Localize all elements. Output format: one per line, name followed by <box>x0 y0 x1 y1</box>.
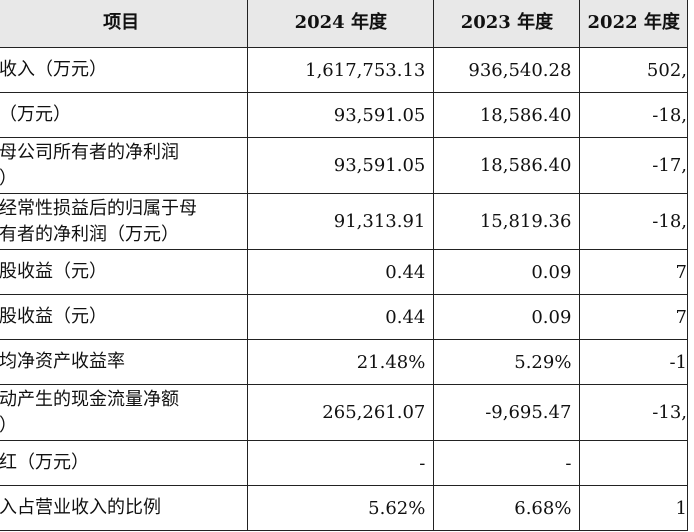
cell-2022: -17, <box>579 137 688 194</box>
table-row: 股收益（元） 0.44 0.09 7 <box>0 294 688 340</box>
table-row: 均净资产收益率 21.48% 5.29% -1 <box>0 339 688 385</box>
row-label: 红（万元） <box>0 440 249 486</box>
table-row: 动产生的现金流量净额） 265,261.07 -9,695.47 -13, <box>0 384 688 441</box>
cell-2024: 21.48% <box>247 339 435 385</box>
header-item: 项目 <box>0 0 249 48</box>
cell-2022: -13, <box>579 384 688 441</box>
cell-2023: 0.09 <box>433 294 581 340</box>
cell-2023: 18,586.40 <box>433 92 581 138</box>
cell-2022: 1 <box>579 485 688 531</box>
cell-2023: 5.29% <box>433 339 581 385</box>
cell-2024: 5.62% <box>247 485 435 531</box>
row-label: 经常性损益后的归属于母 有者的净利润（万元） <box>0 193 249 250</box>
row-label: 入占营业收入的比例 <box>0 485 249 531</box>
row-label: （万元） <box>0 92 249 138</box>
cell-2023: 6.68% <box>433 485 581 531</box>
row-label: 股收益（元） <box>0 294 249 340</box>
cell-2022: -18, <box>579 92 688 138</box>
cell-2022: 502, <box>579 47 688 93</box>
cell-2024: 1,617,753.13 <box>247 47 435 93</box>
cell-2022: -1 <box>579 339 688 385</box>
table-row: 红（万元） - - <box>0 440 688 486</box>
table-row: （万元） 93,591.05 18,586.40 -18, <box>0 92 688 138</box>
cell-2024: - <box>247 440 435 486</box>
cell-2022: -18, <box>579 193 688 250</box>
row-label: 母公司所有者的净利润） <box>0 137 249 194</box>
cell-2023: 15,819.36 <box>433 193 581 250</box>
row-label: 收入（万元） <box>0 47 249 93</box>
cell-2024: 0.44 <box>247 294 435 340</box>
table-row: 母公司所有者的净利润） 93,591.05 18,586.40 -17, <box>0 137 688 194</box>
row-label: 均净资产收益率 <box>0 339 249 385</box>
cell-2023: -9,695.47 <box>433 384 581 441</box>
cell-2023: 18,586.40 <box>433 137 581 194</box>
table-row: 股收益（元） 0.44 0.09 7 <box>0 249 688 295</box>
header-2022: 2022 年度 <box>579 0 688 48</box>
cell-2023: 0.09 <box>433 249 581 295</box>
header-2024: 2024 年度 <box>247 0 435 48</box>
cell-2023: - <box>433 440 581 486</box>
cell-2024: 0.44 <box>247 249 435 295</box>
cell-2024: 265,261.07 <box>247 384 435 441</box>
table-row: 经常性损益后的归属于母 有者的净利润（万元） 91,313.91 15,819.3… <box>0 193 688 250</box>
row-label: 股收益（元） <box>0 249 249 295</box>
cell-2024: 93,591.05 <box>247 92 435 138</box>
cell-2024: 91,313.91 <box>247 193 435 250</box>
cell-2022 <box>579 440 688 486</box>
cell-2024: 93,591.05 <box>247 137 435 194</box>
header-2023: 2023 年度 <box>433 0 581 48</box>
table-row: 入占营业收入的比例 5.62% 6.68% 1 <box>0 485 688 531</box>
row-label: 动产生的现金流量净额） <box>0 384 249 441</box>
cell-2023: 936,540.28 <box>433 47 581 93</box>
cell-2022: 7 <box>579 294 688 340</box>
cell-2022: 7 <box>579 249 688 295</box>
header-row: 项目 2024 年度 2023 年度 2022 年度 <box>0 0 688 48</box>
table-row: 收入（万元） 1,617,753.13 936,540.28 502, <box>0 47 688 93</box>
